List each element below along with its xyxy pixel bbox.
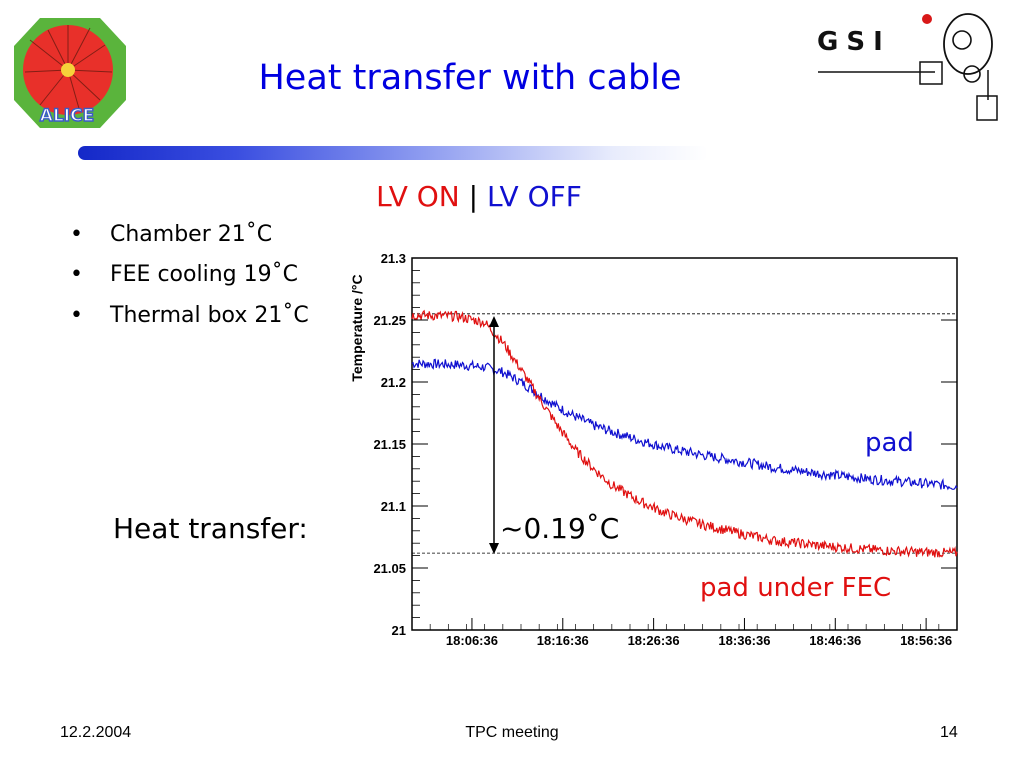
x-tick-label: 18:06:36 [446, 633, 498, 648]
alice-logo: ALICE [14, 18, 126, 128]
reference-lines [412, 313, 957, 554]
bullet-marker: • [70, 262, 83, 287]
y-axis-label: Temperature /°C [349, 274, 365, 381]
delta-arrow [489, 316, 499, 554]
slide-title: Heat transfer with cable [258, 58, 682, 98]
gsi-logo-text: GSI [817, 27, 891, 57]
gsi-logo: GSI [817, 13, 998, 121]
footer-center-text: TPC meeting [465, 724, 559, 741]
footer-date: 12.2.2004 [60, 724, 132, 741]
lv-separator: | [468, 180, 479, 213]
x-tick-label: 18:56:36 [900, 633, 952, 648]
bullet-item: • Thermal box 21˚C [70, 303, 309, 328]
lv-subtitle: LV ON | LV OFF [0, 180, 958, 213]
bullet-text-chamber: Chamber 21˚C [110, 222, 273, 247]
x-tick-label: 18:46:36 [809, 633, 861, 648]
y-tick-label: 21.25 [373, 313, 406, 328]
footer-page-number: 14 [940, 724, 958, 741]
bullet-marker: • [70, 222, 83, 247]
lv-off-label: LV OFF [486, 180, 582, 213]
x-tick-label: 18:26:36 [628, 633, 680, 648]
x-tick-label: 18:36:36 [718, 633, 770, 648]
bullet-marker: • [70, 303, 83, 328]
alice-logo-text: ALICE [40, 106, 94, 126]
pad-curve-label: pad [865, 428, 914, 458]
y-tick-label: 21.15 [373, 437, 406, 452]
lv-on-label: LV ON [376, 180, 460, 213]
bullet-item: • FEE cooling 19˚C [70, 262, 298, 287]
y-tick-label: 21.1 [381, 499, 406, 514]
y-tick-label: 21.05 [373, 561, 406, 576]
bullet-text-fee: FEE cooling 19˚C [110, 262, 298, 287]
y-tick-label: 21 [392, 623, 406, 638]
delta-temperature-label: ~0.19˚C [500, 512, 620, 545]
title-underline-bar [78, 146, 708, 160]
y-tick-label: 21.3 [381, 251, 406, 266]
y-tick-label: 21.2 [381, 375, 406, 390]
bullet-item: • Chamber 21˚C [70, 222, 272, 247]
series-line [411, 358, 958, 491]
axes: 21 21.05 21.1 21.15 21.2 21.25 21.3 18:06:36 18:… [349, 251, 958, 648]
x-tick-label: 18:16:36 [537, 633, 589, 648]
bullet-text-thermal: Thermal box 21˚C [110, 303, 309, 328]
heat-transfer-label: Heat transfer: [113, 512, 308, 545]
series-line [411, 309, 958, 558]
plot-frame [411, 257, 958, 631]
series-layer [411, 309, 958, 558]
pad-under-fec-curve-label: pad under FEC [700, 573, 892, 603]
